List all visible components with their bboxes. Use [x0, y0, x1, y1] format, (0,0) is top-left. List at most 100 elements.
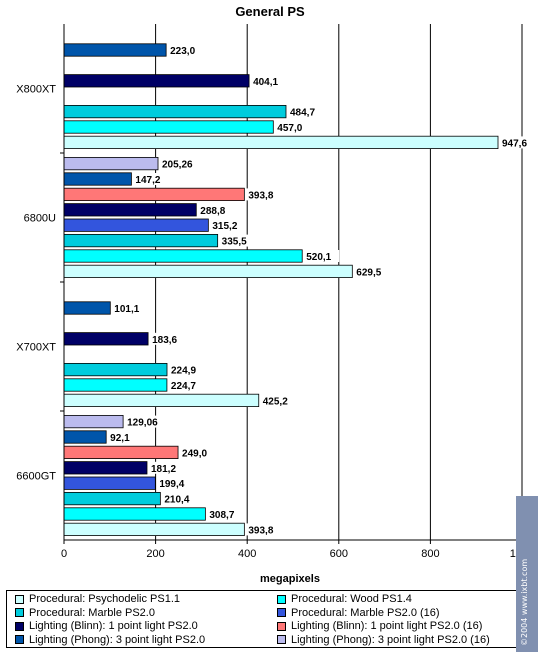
x-tick-label: 600 — [330, 548, 348, 560]
chart-title: General PS — [235, 4, 305, 19]
x-tick-label: 400 — [238, 548, 256, 560]
legend-item: Lighting (Phong): 3 point light PS2.0 (1… — [277, 634, 490, 646]
data-label-bg — [246, 188, 282, 201]
category-label: 6600GT — [16, 471, 56, 483]
x-axis-label: megapixels — [260, 573, 320, 585]
legend-swatch — [277, 621, 286, 631]
legend-swatch — [15, 621, 24, 631]
data-label: 393,8 — [248, 525, 273, 536]
data-label: 425,2 — [263, 396, 288, 407]
data-label-bg — [162, 492, 198, 505]
data-label-bg — [275, 121, 311, 133]
data-label: 147,2 — [135, 175, 160, 186]
legend-item: Procedural: Wood PS1.4 — [277, 593, 412, 605]
data-label-bg — [260, 394, 296, 407]
legend-item: Lighting (Blinn): 1 point light PS2.0 (1… — [277, 620, 482, 632]
bar — [63, 203, 197, 217]
watermark-text: ©2004 www.ixbt.com — [520, 558, 529, 646]
data-label-bg — [354, 265, 390, 278]
legend-label: Procedural: Psychodelic PS1.1 — [29, 593, 181, 605]
data-label: 484,7 — [290, 108, 315, 119]
data-label-bg — [287, 105, 323, 118]
bar-chart: General PS 947,6 457,0 484,7 404,1 223,0 629,… — [16, 4, 536, 585]
data-label-bg — [246, 523, 282, 536]
data-label-bg — [169, 363, 205, 376]
data-label-bg — [112, 302, 148, 314]
bar — [63, 461, 148, 475]
data-label-bg — [150, 332, 186, 345]
data-label: 205,26 — [162, 160, 193, 171]
data-label: 457,0 — [277, 123, 302, 134]
bar — [63, 187, 245, 201]
data-label: 183,6 — [152, 335, 177, 346]
data-label: 249,0 — [182, 448, 207, 459]
bar — [63, 218, 209, 232]
bar — [63, 43, 167, 57]
legend-label: Lighting (Phong): 3 point light PS2.0 — [29, 633, 206, 646]
legend-swatch — [277, 594, 286, 604]
watermark: ©2004 www.ixbt.com — [516, 496, 538, 652]
legend-label: Procedural: Marble PS2.0 (16) — [291, 606, 440, 619]
data-label: 181,2 — [151, 464, 176, 475]
data-label-bg — [168, 379, 204, 391]
data-label-bg — [133, 173, 169, 185]
bar — [63, 172, 132, 186]
data-label: 315,2 — [212, 221, 237, 232]
legend-swatch — [277, 608, 286, 617]
legend-item: Procedural: Marble PS2.0 — [15, 607, 155, 619]
bar — [63, 264, 353, 279]
data-label: 210,4 — [164, 495, 189, 506]
bar — [63, 249, 303, 263]
bar — [63, 120, 274, 134]
data-label: 101,1 — [114, 304, 139, 315]
bar — [63, 414, 124, 429]
data-label-bg — [500, 136, 536, 149]
data-label: 947,6 — [502, 138, 527, 149]
data-label: 629,5 — [356, 267, 381, 278]
data-label: 224,7 — [171, 381, 196, 392]
bar — [63, 491, 161, 506]
data-label: 404,1 — [253, 77, 278, 88]
data-label: 520,1 — [306, 252, 331, 263]
bar — [63, 74, 250, 88]
category-label: X800XT — [16, 84, 56, 96]
data-label-bg — [157, 477, 193, 490]
data-label: 223,0 — [170, 46, 195, 57]
x-tick-label: 200 — [146, 548, 164, 560]
legend-item: Lighting (Phong): 3 point light PS2.0 — [15, 634, 205, 646]
legend-item: Procedural: Marble PS2.0 (16) — [277, 607, 440, 619]
legend-item: Procedural: Psychodelic PS1.1 — [15, 593, 180, 605]
bar — [63, 332, 149, 346]
bar — [63, 476, 156, 490]
bar — [63, 135, 499, 149]
data-label-bg — [168, 44, 204, 56]
data-label-bg — [160, 157, 202, 170]
data-label-bg — [108, 431, 137, 443]
bar — [63, 301, 111, 315]
bar — [63, 105, 287, 119]
data-label-bg — [304, 250, 340, 262]
data-label-bg — [125, 415, 167, 428]
legend-swatch — [15, 594, 24, 604]
bar — [63, 522, 245, 537]
data-label: 224,9 — [171, 366, 196, 377]
data-label: 199,4 — [159, 479, 184, 490]
bar — [63, 378, 168, 392]
x-tick-label: 800 — [421, 548, 439, 560]
legend-label: Lighting (Blinn): 1 point light PS2.0 (1… — [291, 620, 483, 632]
data-label: 92,1 — [110, 433, 130, 444]
legend-swatch — [15, 608, 24, 617]
data-label-bg — [180, 446, 216, 459]
data-label: 129,06 — [127, 418, 158, 429]
data-label: 308,7 — [209, 510, 234, 521]
data-label: 288,8 — [200, 206, 225, 217]
legend-label: Lighting (Phong): 3 point light PS2.0 (1… — [291, 633, 490, 646]
data-label-bg — [148, 461, 184, 474]
legend: Procedural: Psychodelic PS1.1 Procedural:… — [6, 590, 528, 648]
bar — [63, 362, 168, 377]
x-tick-label: 0 — [61, 548, 67, 560]
category-label: 6800U — [24, 213, 56, 225]
bar — [63, 430, 107, 444]
data-label-bg — [207, 508, 243, 520]
data-label: 393,8 — [248, 190, 273, 201]
